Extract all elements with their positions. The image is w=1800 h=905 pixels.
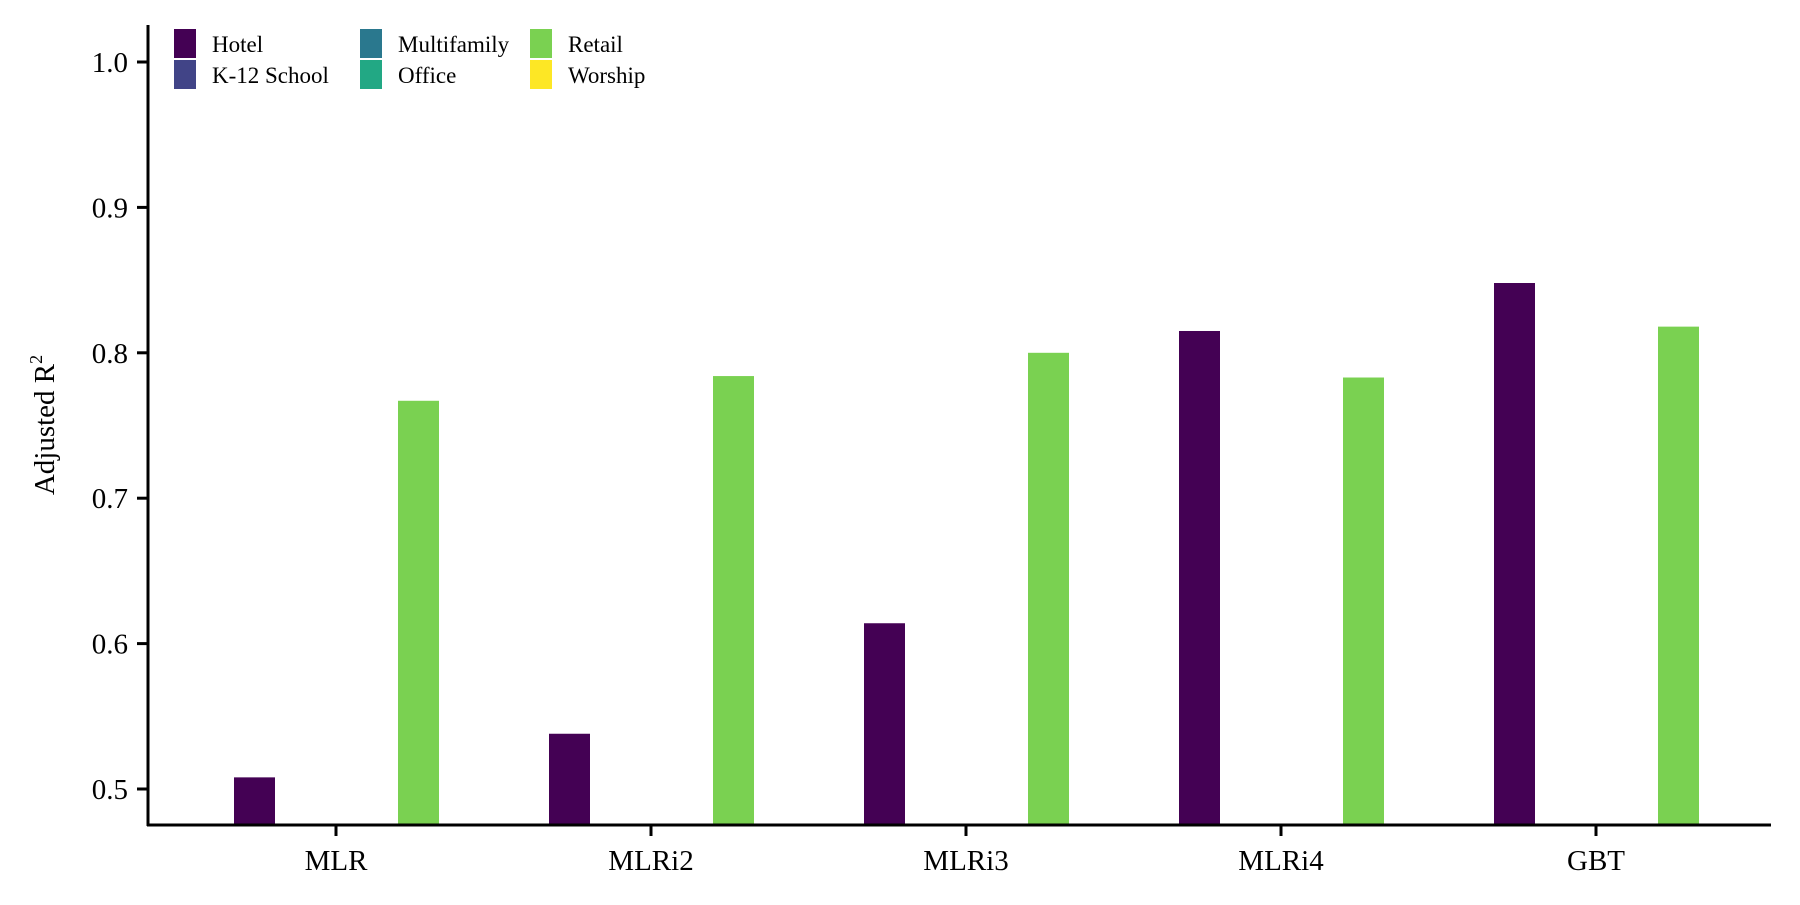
bar-retail-mlri4 (1343, 377, 1384, 824)
x-tick-label: GBT (1567, 845, 1625, 877)
legend-label-worship: Worship (568, 63, 645, 88)
legend: Hotel K-12 School Multifamily Office Retail W… (174, 29, 645, 89)
legend-swatch-hotel (174, 29, 196, 58)
x-ticks: MLR MLRi2 MLRi3 MLRi4 GBT (305, 825, 1625, 877)
y-tick-label: 0.7 (92, 483, 128, 515)
y-tick-label: 0.9 (92, 192, 128, 224)
y-ticks: 0.5 0.6 0.7 0.8 0.9 1.0 (92, 47, 148, 806)
bar-retail-mlri3 (1028, 352, 1069, 824)
bar-hotel-mlri3 (864, 623, 905, 824)
legend-label-hotel: Hotel (212, 32, 263, 57)
legend-swatch-worship (530, 60, 552, 89)
bar-hotel-mlri2 (549, 733, 590, 824)
y-tick-label: 1.0 (92, 47, 128, 79)
x-tick-label: MLR (305, 845, 369, 877)
x-tick-label: MLRi2 (608, 845, 693, 877)
bar-hotel-mlri4 (1179, 330, 1220, 824)
x-tick-label: MLRi4 (1238, 845, 1324, 877)
y-tick-label: 0.5 (92, 774, 128, 806)
y-axis-title-text: Adjusted R (29, 363, 61, 495)
bar-hotel-gbt (1494, 283, 1535, 824)
bar-retail-mlr (398, 400, 439, 824)
legend-label-k-12-school: K-12 School (212, 63, 329, 88)
bar-retail-mlri2 (713, 376, 754, 824)
axes-layer (146, 25, 1771, 827)
bar-hotel-mlr (234, 777, 275, 824)
y-axis-title-superscript: 2 (26, 355, 46, 364)
legend-label-office: Office (398, 63, 456, 88)
y-tick-label: 0.6 (92, 629, 128, 661)
y-axis-title: Adjusted R2 (26, 355, 61, 495)
legend-swatch-retail (530, 29, 552, 58)
legend-label-retail: Retail (568, 32, 623, 57)
bars-layer (234, 283, 1699, 824)
x-tick-label: MLRi3 (923, 845, 1008, 877)
legend-swatch-multifamily (360, 29, 382, 58)
bar-retail-gbt (1658, 326, 1699, 824)
legend-swatch-k-12-school (174, 60, 196, 89)
legend-label-multifamily: Multifamily (398, 32, 510, 57)
y-tick-label: 0.8 (92, 338, 128, 370)
legend-swatch-office (360, 60, 382, 89)
